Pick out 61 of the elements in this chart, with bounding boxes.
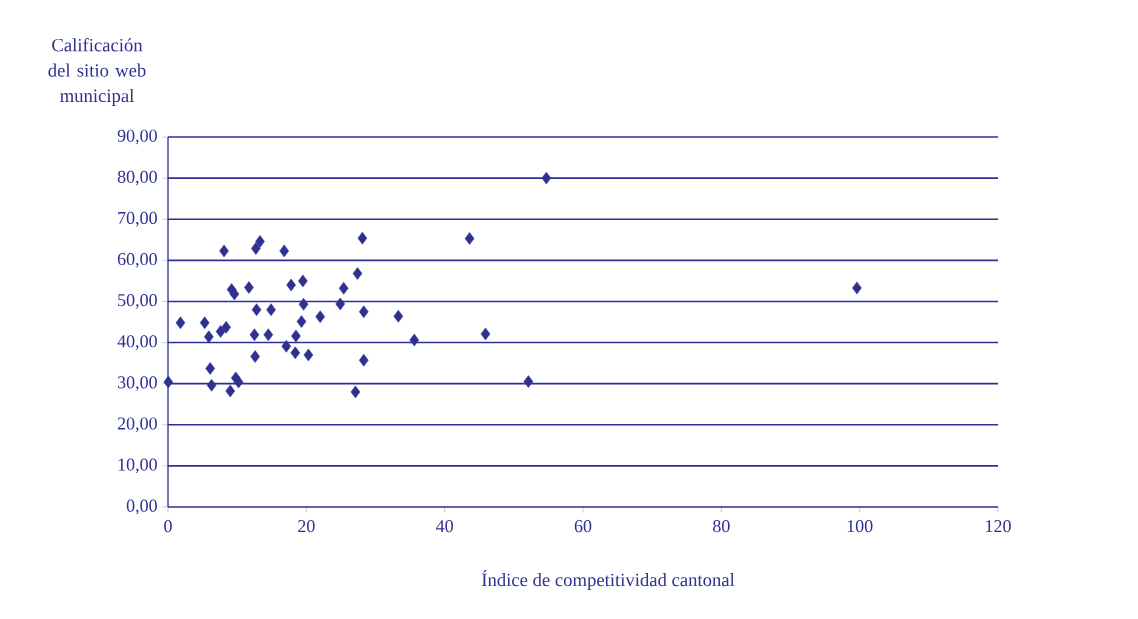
point: [286, 278, 296, 292]
point: [221, 321, 231, 334]
point: [244, 281, 254, 294]
point: [315, 310, 325, 323]
point: [229, 287, 240, 301]
point: [233, 375, 244, 389]
point: [409, 333, 420, 347]
point: [480, 327, 491, 341]
point: [225, 384, 236, 398]
point: [296, 315, 307, 328]
point: [352, 267, 363, 280]
point: [263, 328, 274, 342]
y-tick-label: 50,00: [118, 294, 157, 309]
point: [357, 231, 368, 245]
point: [338, 282, 349, 295]
point: [250, 350, 260, 363]
y-tick-label: 90,00: [117, 129, 157, 145]
point: [852, 281, 862, 295]
point: [163, 375, 174, 389]
y-axis-title: Calificación del sitio web municipal: [48, 38, 146, 106]
y-tick-label: 10,00: [118, 458, 157, 474]
point: [290, 346, 301, 360]
point: [303, 348, 314, 362]
point: [358, 353, 369, 367]
y-tick-label: 30,00: [117, 376, 157, 392]
point: [335, 297, 345, 311]
point: [291, 329, 301, 343]
point: [279, 244, 289, 258]
point: [205, 362, 215, 375]
point: [175, 316, 186, 330]
point: [281, 339, 292, 353]
y-tick-label: 20,00: [117, 417, 157, 433]
point: [199, 316, 210, 330]
x-tick-label: 120: [986, 520, 1011, 533]
point: [251, 303, 262, 316]
y-tick-label: 80,00: [117, 170, 157, 186]
point: [523, 375, 534, 388]
x-tick-label: 60: [574, 520, 592, 533]
point: [464, 232, 475, 245]
point: [255, 235, 265, 248]
x-tick-label: 20: [298, 520, 315, 533]
y-tick-label: 40,00: [117, 335, 157, 350]
point: [219, 244, 229, 258]
x-tick-label: 0: [164, 520, 172, 533]
point: [204, 330, 214, 344]
x-tick-label: 40: [436, 520, 453, 533]
point: [298, 298, 309, 311]
y-tick-label: 0,00: [126, 499, 157, 515]
point: [393, 309, 404, 323]
y-tick-label: 60,00: [117, 252, 157, 268]
point: [249, 328, 260, 342]
point: [350, 385, 361, 399]
y-tick-label: 70,00: [118, 211, 157, 227]
point: [266, 303, 276, 316]
point: [541, 171, 552, 185]
point: [358, 305, 369, 318]
point: [206, 379, 217, 392]
x-tick-label: 100: [847, 520, 873, 533]
x-axis-title: Índice de competitividad cantonal: [481, 569, 735, 590]
point: [298, 274, 308, 288]
x-tick-label: 80: [713, 520, 730, 533]
